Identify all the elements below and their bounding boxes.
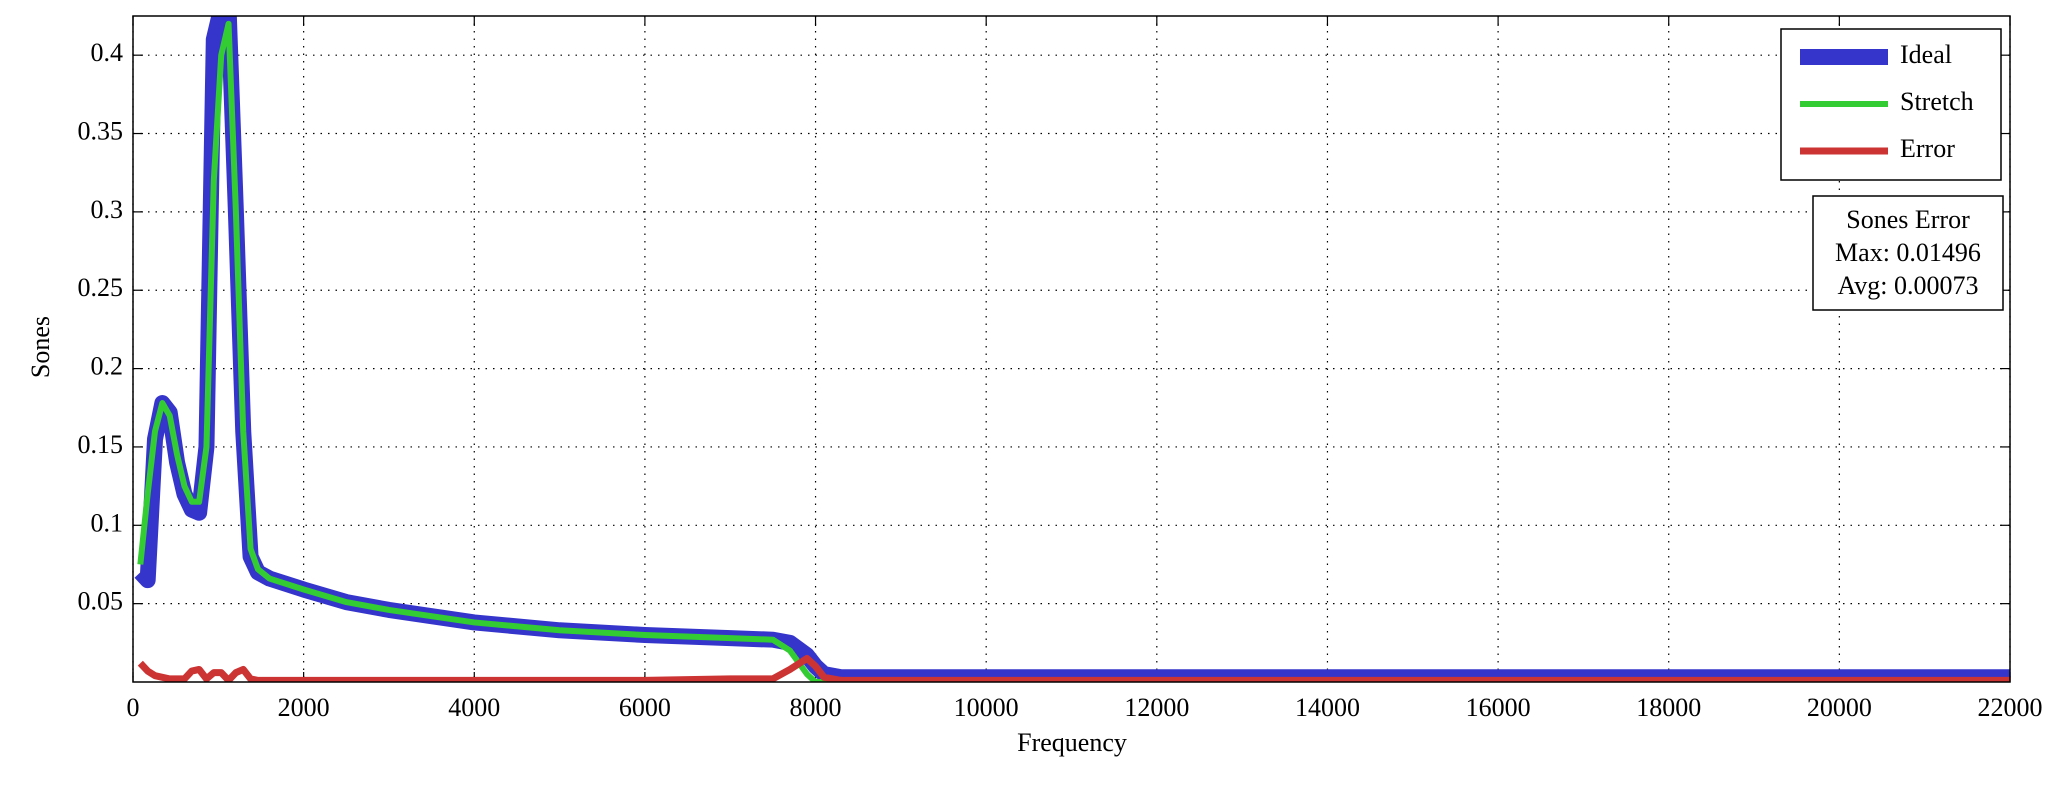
x-axis-label: Frequency <box>1017 728 1127 757</box>
x-tick-label: 18000 <box>1636 693 1701 722</box>
plot-frame <box>132 15 2011 683</box>
legend-label: Ideal <box>1900 40 1952 69</box>
series-line <box>137 20 2010 682</box>
y-tick-label: 0.25 <box>78 273 124 302</box>
x-tick-label: 2000 <box>278 693 330 722</box>
annotation-text: Sones Error <box>1846 205 1970 234</box>
y-tick-label: 0.4 <box>91 38 124 67</box>
annotation-text: Avg: 0.00073 <box>1837 271 1978 300</box>
x-tick-label: 6000 <box>619 693 671 722</box>
annotation-box <box>1812 195 2004 311</box>
y-axis-label: Sones <box>26 316 55 378</box>
x-tick-label: 22000 <box>1978 693 2043 722</box>
x-tick-label: 4000 <box>448 693 500 722</box>
x-tick-label: 12000 <box>1124 693 1189 722</box>
x-tick-label: 10000 <box>954 693 1019 722</box>
y-tick-label: 0.1 <box>91 508 124 537</box>
annotation-text: Max: 0.01496 <box>1835 238 1981 267</box>
y-tick-label: 0.35 <box>78 116 124 145</box>
x-tick-label: 14000 <box>1295 693 1360 722</box>
y-tick-label: 0.2 <box>91 352 124 381</box>
x-tick-label: 20000 <box>1807 693 1872 722</box>
y-tick-label: 0.3 <box>91 195 124 224</box>
plot-area <box>133 16 2010 682</box>
y-tick-label: 0.15 <box>78 430 124 459</box>
legend-label: Stretch <box>1900 87 1974 116</box>
x-tick-label: 8000 <box>790 693 842 722</box>
series-line <box>137 654 2010 682</box>
y-tick-label: 0.05 <box>78 587 124 616</box>
x-tick-label: 0 <box>127 693 140 722</box>
x-tick-label: 16000 <box>1466 693 1531 722</box>
legend-label: Error <box>1900 134 1955 163</box>
